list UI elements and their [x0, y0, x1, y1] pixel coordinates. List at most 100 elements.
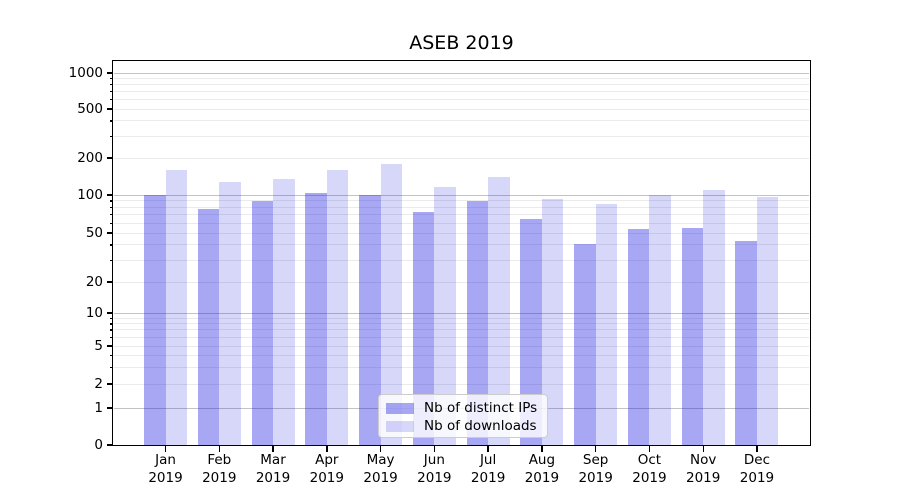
- x-tick-label-jan: Jan 2019: [124, 452, 208, 487]
- y-tick-mark: [106, 383, 113, 385]
- bar-downloads-jan: [165, 169, 187, 445]
- bar-downloads-apr: [326, 169, 349, 445]
- y-minor-tick-mark: [110, 206, 113, 209]
- x-tick-label-jun: Jun 2019: [392, 452, 476, 487]
- chart-title: ASEB 2019: [409, 32, 514, 54]
- bar-distinct-ips-nov: [681, 227, 704, 445]
- y-minor-tick-mark: [110, 99, 113, 101]
- bar-distinct-ips-mar: [251, 200, 274, 445]
- x-tick-mark: [702, 446, 704, 452]
- y-tick-mark: [106, 281, 113, 283]
- gridline-y-minor: [114, 222, 809, 224]
- y-tick-label: 1: [94, 400, 103, 416]
- gridline-y-minor: [114, 336, 809, 338]
- x-tick-month: Dec: [743, 452, 771, 468]
- x-tick-mark: [164, 446, 167, 452]
- x-tick-mark: [648, 446, 651, 452]
- x-tick-label-aug: Aug 2019: [500, 452, 584, 487]
- x-tick-mark: [379, 446, 382, 452]
- bar-downloads-jul: [488, 177, 510, 445]
- y-tick-mark: [106, 232, 113, 234]
- plot-border: [112, 60, 811, 446]
- bar-distinct-ips-dec: [735, 241, 757, 445]
- y-tick-label: 2: [94, 376, 103, 392]
- y-minor-tick-mark: [110, 77, 113, 80]
- y-minor-tick-mark: [110, 329, 113, 331]
- gridline-y-major: [114, 312, 809, 314]
- x-tick-mark: [487, 446, 489, 452]
- x-tick-year: 2019: [363, 469, 398, 486]
- gridline-y-minor: [114, 120, 809, 122]
- x-tick-year: 2019: [202, 469, 237, 486]
- x-tick-label-oct: Oct 2019: [607, 452, 691, 487]
- gridline-y-minor: [114, 206, 809, 208]
- x-tick-year: 2019: [686, 469, 721, 486]
- legend-swatch-distinct-ips: [386, 402, 414, 414]
- legend-label-downloads: Nb of downloads: [424, 418, 537, 434]
- x-tick-mark: [594, 446, 597, 452]
- gridline-y-minor: [114, 157, 809, 159]
- gridline-y-major: [114, 194, 809, 196]
- legend: Nb of distinct IPs Nb of downloads: [378, 394, 548, 438]
- bar-downloads-nov: [703, 189, 725, 445]
- x-tick-label-mar: Mar 2019: [231, 452, 315, 487]
- legend-swatch-downloads: [386, 420, 414, 432]
- gridline-y-minor: [114, 214, 809, 216]
- legend-item-distinct-ips: Nb of distinct IPs: [386, 399, 547, 417]
- x-tick-month: Mar: [260, 452, 286, 468]
- gridline-y-minor: [114, 329, 809, 331]
- x-tick-month: Apr: [315, 452, 339, 468]
- gridline-y-minor: [114, 366, 809, 368]
- x-tick-month: Feb: [207, 452, 232, 468]
- y-minor-tick-mark: [110, 200, 113, 202]
- y-minor-tick-mark: [110, 366, 113, 369]
- bar-downloads-oct: [649, 195, 671, 445]
- x-tick-label-feb: Feb 2019: [177, 452, 261, 487]
- bar-downloads-mar: [273, 179, 295, 445]
- y-minor-tick-mark: [110, 84, 113, 86]
- bar-distinct-ips-sep: [574, 243, 596, 445]
- x-tick-year: 2019: [632, 469, 667, 486]
- x-tick-mark: [218, 446, 220, 452]
- bar-distinct-ips-apr: [305, 193, 327, 445]
- x-tick-label-nov: Nov 2019: [661, 452, 745, 487]
- bar-downloads-sep: [595, 203, 618, 445]
- y-minor-tick-mark: [110, 120, 113, 122]
- gridline-y-minor: [114, 135, 809, 137]
- bar-distinct-ips-oct: [627, 228, 650, 445]
- y-tick-label: 1000: [68, 65, 103, 81]
- gridline-y-minor: [114, 77, 809, 79]
- y-tick-mark: [106, 72, 113, 74]
- x-tick-label-sep: Sep 2019: [554, 452, 638, 487]
- x-tick-mark: [272, 446, 274, 452]
- gridline-y-minor: [114, 244, 809, 246]
- x-tick-year: 2019: [739, 469, 775, 486]
- y-minor-tick-mark: [110, 135, 113, 138]
- y-tick-label: 5: [94, 338, 103, 354]
- gridline-y-minor: [114, 259, 809, 261]
- x-tick-month: May: [366, 452, 395, 468]
- x-tick-month: Oct: [637, 452, 662, 468]
- y-tick-label: 500: [77, 101, 103, 117]
- y-minor-tick-mark: [110, 323, 113, 325]
- gridline-y-minor: [114, 200, 809, 202]
- x-tick-mark: [326, 446, 328, 452]
- x-tick-month: Aug: [528, 452, 556, 468]
- x-tick-month: Jan: [155, 452, 176, 468]
- y-tick-mark: [106, 312, 113, 314]
- gridline-y-minor: [114, 354, 809, 356]
- bar-distinct-ips-jun: [412, 211, 435, 445]
- y-tick-label: 10: [85, 305, 103, 321]
- gridline-y-minor: [114, 317, 809, 319]
- gridline-y-minor: [114, 84, 809, 86]
- y-tick-mark: [106, 194, 113, 196]
- gridline-y-minor: [114, 108, 809, 110]
- y-tick-mark: [106, 444, 113, 446]
- x-tick-year: 2019: [470, 469, 506, 486]
- y-minor-tick-mark: [110, 214, 113, 216]
- x-tick-year: 2019: [417, 469, 452, 486]
- legend-item-downloads: Nb of downloads: [386, 417, 547, 435]
- y-tick-label: 200: [77, 150, 103, 166]
- bar-downloads-feb: [219, 181, 241, 445]
